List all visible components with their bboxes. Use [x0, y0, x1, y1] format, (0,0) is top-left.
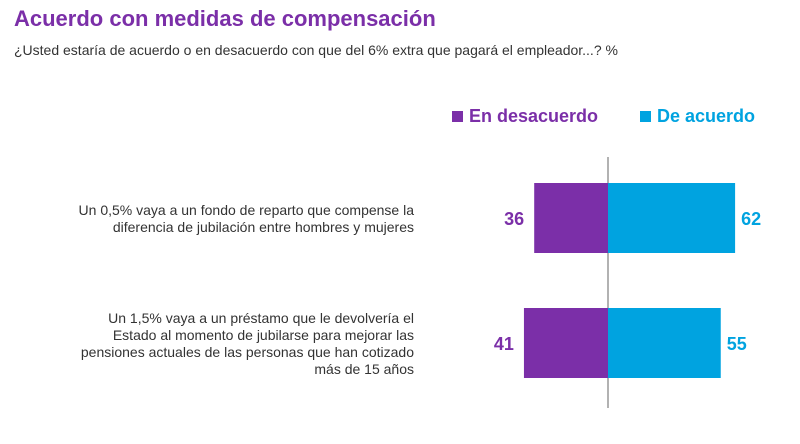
legend-item-de-acuerdo: De acuerdo — [640, 106, 755, 127]
legend-swatch-de-acuerdo — [640, 111, 651, 122]
category-label-fondo-reparto: Un 0,5% vaya a un fondo de reparto que c… — [79, 202, 414, 236]
category-label-line: más de 15 años — [314, 361, 414, 377]
bar-en-desacuerdo — [523, 308, 608, 378]
category-label-line: Un 1,5% vaya a un préstamo que le devolv… — [108, 310, 414, 326]
bar-de-acuerdo — [608, 183, 736, 253]
data-label-en-desacuerdo: 41 — [494, 334, 514, 354]
chart-subtitle: ¿Usted estaría de acuerdo o en desacuerd… — [14, 42, 618, 58]
category-label-line: Un 0,5% vaya a un fondo de reparto que c… — [78, 202, 414, 218]
legend-label-de-acuerdo: De acuerdo — [657, 106, 756, 126]
chart-title: Acuerdo con medidas de compensación — [14, 6, 436, 31]
category-label-line: pensiones actuales de las personas que h… — [80, 344, 414, 360]
data-label-de-acuerdo: 62 — [741, 209, 761, 229]
category-label-line: Estado al momento de jubilarse para mejo… — [112, 327, 414, 343]
legend-item-en-desacuerdo: En desacuerdo — [452, 106, 598, 127]
data-label-en-desacuerdo: 36 — [504, 209, 524, 229]
category-label-prestamo-estado: Un 1,5% vaya a un préstamo que le devolv… — [81, 310, 414, 378]
bar-en-desacuerdo — [534, 183, 608, 253]
data-label-de-acuerdo: 55 — [727, 334, 747, 354]
category-label-line: diferencia de jubilación entre hombres y… — [112, 219, 414, 235]
bar-de-acuerdo — [608, 308, 721, 378]
legend-label-en-desacuerdo: En desacuerdo — [469, 106, 599, 126]
legend-swatch-en-desacuerdo — [452, 111, 463, 122]
